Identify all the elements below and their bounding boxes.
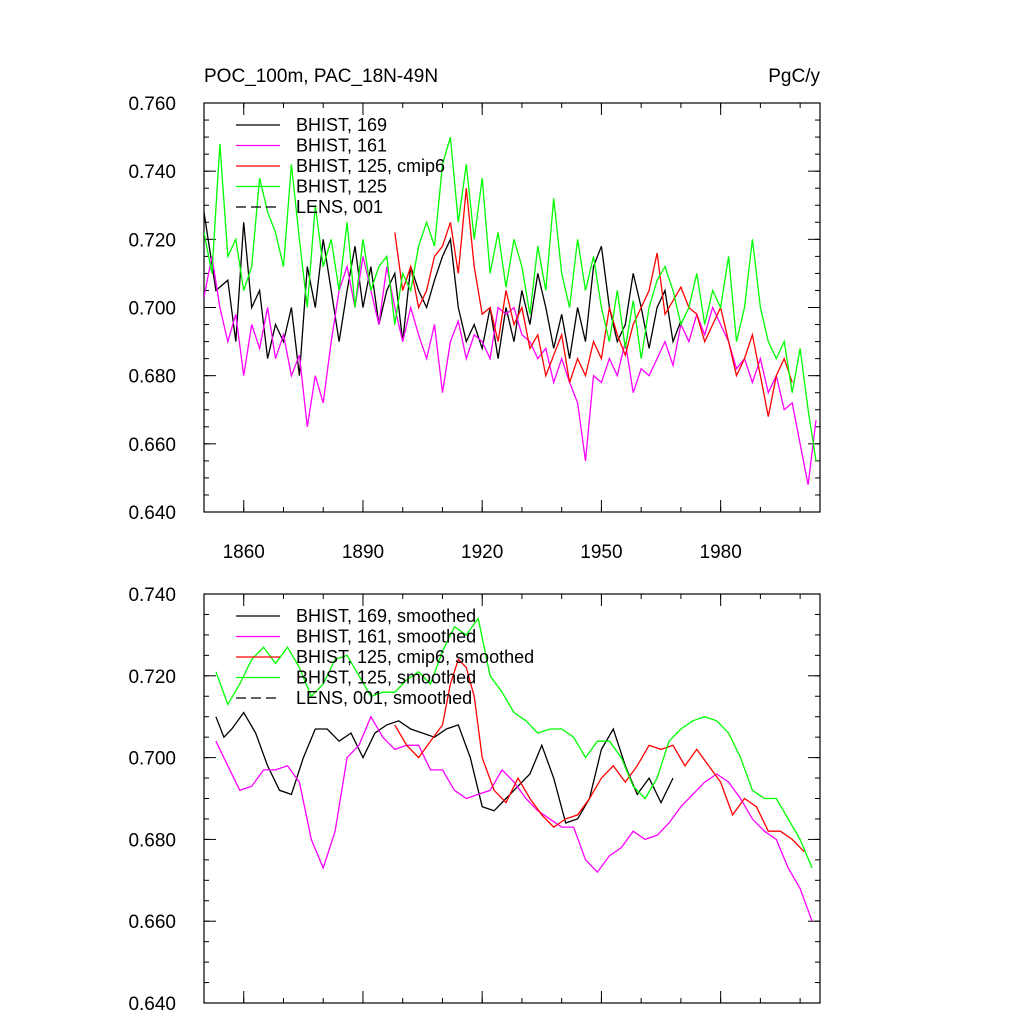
y-tick-label: 0.700 <box>128 299 176 320</box>
top-panel: 1860 1890 1920 1950 1980 0.640 0.660 0.680 0.700… <box>128 94 821 563</box>
legend-label: BHIST, 161, smoothed <box>296 627 476 647</box>
y-tick-label: 0.640 <box>128 503 176 524</box>
series-line <box>204 136 817 461</box>
y-tick-label: 0.760 <box>128 94 176 115</box>
legend-label: BHIST, 125, cmip6, smoothed <box>296 647 534 667</box>
x-tick-label: 1980 <box>700 542 742 563</box>
bottom-panel: 0.640 0.660 0.680 0.700 0.720 0.740 BHIST, 169… <box>128 585 821 1015</box>
legend-label: BHIST, 125, smoothed <box>296 668 476 688</box>
legend-label: BHIST, 161 <box>296 136 387 156</box>
series-line <box>215 616 813 869</box>
legend-label: LENS, 001 <box>296 197 383 217</box>
legend-label: LENS, 001, smoothed <box>296 688 472 708</box>
y-tick-label: 0.660 <box>128 912 176 933</box>
y-tick-label: 0.740 <box>128 162 176 183</box>
figure-title-right: PgC/y <box>768 66 820 87</box>
y-tick-label: 0.720 <box>128 230 176 251</box>
series-line <box>394 188 793 417</box>
y-tick-label: 0.680 <box>128 830 176 851</box>
y-tick-label: 0.720 <box>128 667 176 688</box>
series-line <box>215 715 813 922</box>
y-tick-label: 0.740 <box>128 585 176 606</box>
legend-label: BHIST, 169, smoothed <box>296 606 476 626</box>
series-line <box>394 658 805 853</box>
series-line <box>215 711 674 824</box>
x-tick-label: 1950 <box>580 542 622 563</box>
series-line <box>204 256 817 485</box>
series-group <box>215 616 813 922</box>
figure-title-left: POC_100m, PAC_18N-49N <box>204 66 438 87</box>
legend-label: BHIST, 125 <box>296 177 387 197</box>
y-tick-label: 0.680 <box>128 367 176 388</box>
y-tick-label: 0.660 <box>128 435 176 456</box>
legend-label: BHIST, 169 <box>296 115 387 135</box>
x-tick-label: 1920 <box>461 542 503 563</box>
x-tick-label: 1890 <box>342 542 384 563</box>
x-tick-label: 1860 <box>223 542 265 563</box>
legend-label: BHIST, 125, cmip6 <box>296 156 445 176</box>
y-tick-label: 0.700 <box>128 749 176 770</box>
series-group <box>204 136 817 485</box>
y-tick-label: 0.640 <box>128 994 176 1015</box>
series-line <box>204 212 682 376</box>
